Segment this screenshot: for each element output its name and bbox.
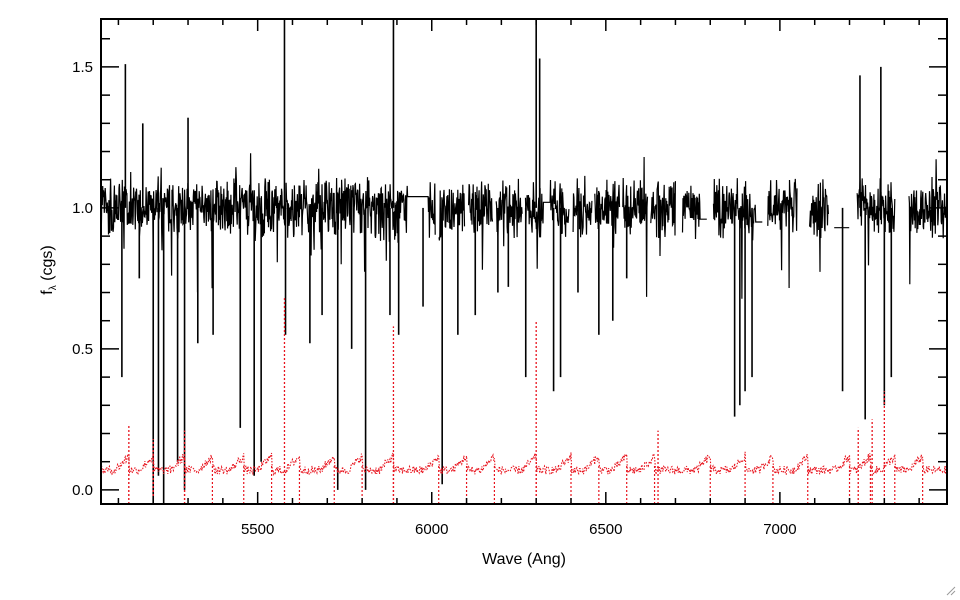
plot-area xyxy=(100,19,948,504)
x-tick-label: 6000 xyxy=(415,521,448,538)
y-axis-title-units: (cgs) xyxy=(39,245,56,281)
y-tick-label: 0.0 xyxy=(72,482,93,499)
y-axis-title-main: f xyxy=(39,290,56,295)
x-tick-label: 5500 xyxy=(241,521,274,538)
error-series-line xyxy=(100,451,948,477)
plot-frame xyxy=(100,18,948,505)
flux-series-line xyxy=(100,153,948,299)
y-axis-title-subscript: λ xyxy=(48,285,59,290)
x-tick-label: 6500 xyxy=(589,521,622,538)
y-tick-label: 1.0 xyxy=(72,200,93,217)
x-tick-label: 7000 xyxy=(763,521,796,538)
y-axis-title: fλ (cgs) xyxy=(39,245,59,294)
axis-ticks xyxy=(101,19,947,504)
y-tick-label: 0.5 xyxy=(72,341,93,358)
x-axis-title: Wave (Ang) xyxy=(482,551,566,568)
tick-labels: 5500 6000 6500 7000 0.0 0.5 1.0 1.5 xyxy=(72,59,796,538)
resize-grip-icon[interactable] xyxy=(944,584,956,596)
y-tick-label: 1.5 xyxy=(72,59,93,76)
